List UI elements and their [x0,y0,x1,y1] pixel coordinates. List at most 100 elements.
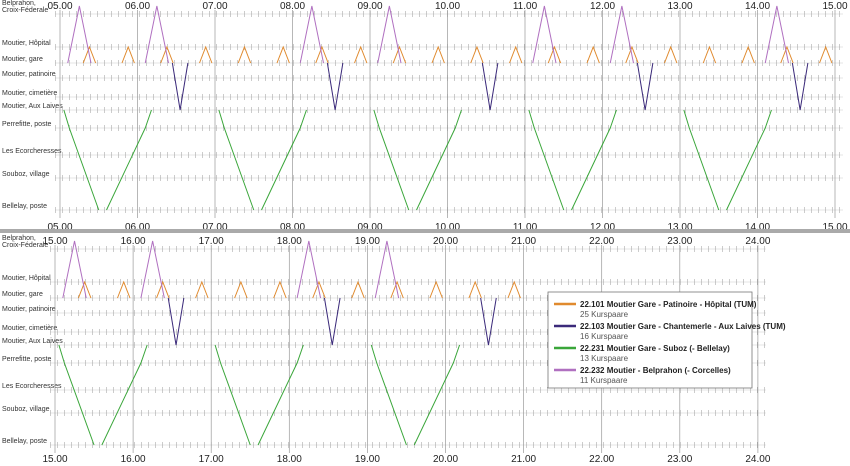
trip-101 [625,45,639,64]
hour-label: 05.00 [47,222,72,233]
trip-101 [237,45,252,64]
hour-label: 11.00 [513,1,538,12]
trip-101 [276,45,290,64]
hour-label: 17.00 [199,454,224,465]
legend-name: 22.232 Moutier - Belprahon (- Corcelles) [580,366,731,375]
trip-232 [67,5,92,64]
station-label: Souboz, village [2,171,50,178]
hour-label: 15.00 [42,236,67,247]
station-label: Croix-Féderale [2,7,48,14]
hour-label: 11.00 [513,222,538,233]
station-label: Moutier, patinoire [2,306,56,313]
hour-label: 17.00 [199,236,224,247]
hour-label: 22.00 [589,454,614,465]
trip-231 [571,109,617,211]
legend-count: 13 Kurspaare [580,354,629,363]
station-label: Les Ecorcheresses [2,148,62,155]
trip-101 [195,280,209,299]
trip-103 [323,297,341,346]
trip-101 [741,45,755,64]
trip-231 [683,109,720,211]
trip-101 [156,280,170,299]
trip-232 [609,5,634,64]
trip-231 [101,344,148,446]
hour-label: 13.00 [667,222,692,233]
legend-count: 25 Kurspaare [580,310,629,319]
trip-231 [726,109,772,211]
hour-label: 21.00 [511,454,536,465]
hour-label: 10.00 [435,222,460,233]
station-label: Moutier, cimetière [2,90,57,97]
trip-231 [416,109,462,211]
hour-label: 24.00 [745,236,770,247]
trip-101 [82,45,97,64]
hour-label: 18.00 [277,236,302,247]
trip-101 [819,45,833,64]
hour-label: 09.00 [357,222,382,233]
station-label: Croix-Féderale [2,242,48,249]
hour-label: 16.00 [121,236,146,247]
hour-label: 18.00 [277,454,302,465]
trip-231 [257,344,304,446]
hour-label: 21.00 [511,236,536,247]
station-label: Belprahon, [2,235,36,242]
hour-label: 07.00 [202,222,227,233]
trip-231 [106,109,152,211]
legend-count: 16 Kurspaare [580,332,629,341]
trip-101 [507,280,521,299]
trip-101 [431,45,445,64]
trip-103 [636,62,654,111]
trip-101 [547,45,562,64]
hour-label: 19.00 [355,236,380,247]
trip-231 [214,344,251,446]
trip-232 [764,5,789,64]
hour-label: 13.00 [667,1,692,12]
legend-box [547,291,753,389]
legend-name: 22.101 Moutier Gare - Patinoire - Hôpita… [580,300,757,309]
trip-101 [470,45,484,64]
hour-label: 07.00 [202,1,227,12]
station-label: Bellelay, poste [2,438,47,445]
trip-231 [218,109,255,211]
hour-label: 20.00 [433,454,458,465]
station-label: Moutier, cimetière [2,325,57,332]
trip-231 [63,109,100,211]
trip-101 [117,280,131,299]
trip-103 [167,297,185,346]
station-label: Moutier, patinoire [2,71,56,78]
trip-232 [377,5,402,64]
hour-label: 23.00 [667,454,692,465]
trip-101 [354,45,368,64]
hour-label: 20.00 [433,236,458,247]
trip-231 [413,344,461,446]
trip-101 [351,280,365,299]
trip-101 [509,45,523,64]
hour-label: 08.00 [280,222,305,233]
legend-name: 22.231 Moutier Gare - Suboz (- Bellelay) [580,344,730,353]
trip-103 [480,297,497,346]
station-label: Les Ecorcheresses [2,383,62,390]
hour-label: 22.00 [589,236,614,247]
station-label: Moutier, gare [2,291,43,298]
trip-101 [429,280,443,299]
trip-101 [468,280,482,299]
trip-103 [326,62,344,111]
trip-101 [77,280,92,299]
station-label: Perrefitte, poste [2,356,52,363]
trip-101 [199,45,213,64]
hour-label: 10.00 [435,1,460,12]
hour-label: 06.00 [125,222,150,233]
trip-101 [702,45,717,64]
station-label: Souboz, village [2,406,50,413]
trip-101 [664,45,678,64]
trip-232 [62,240,87,299]
legend-name: 22.103 Moutier Gare - Chantemerle - Aux … [580,322,786,331]
hour-label: 14.00 [745,222,770,233]
trip-101 [273,280,287,299]
station-label: Moutier, gare [2,56,43,63]
hour-label: 06.00 [125,1,150,12]
trip-101 [234,280,248,299]
station-label: Moutier, Hôpital [2,275,51,282]
trip-232 [374,240,400,299]
trip-103 [481,62,499,111]
